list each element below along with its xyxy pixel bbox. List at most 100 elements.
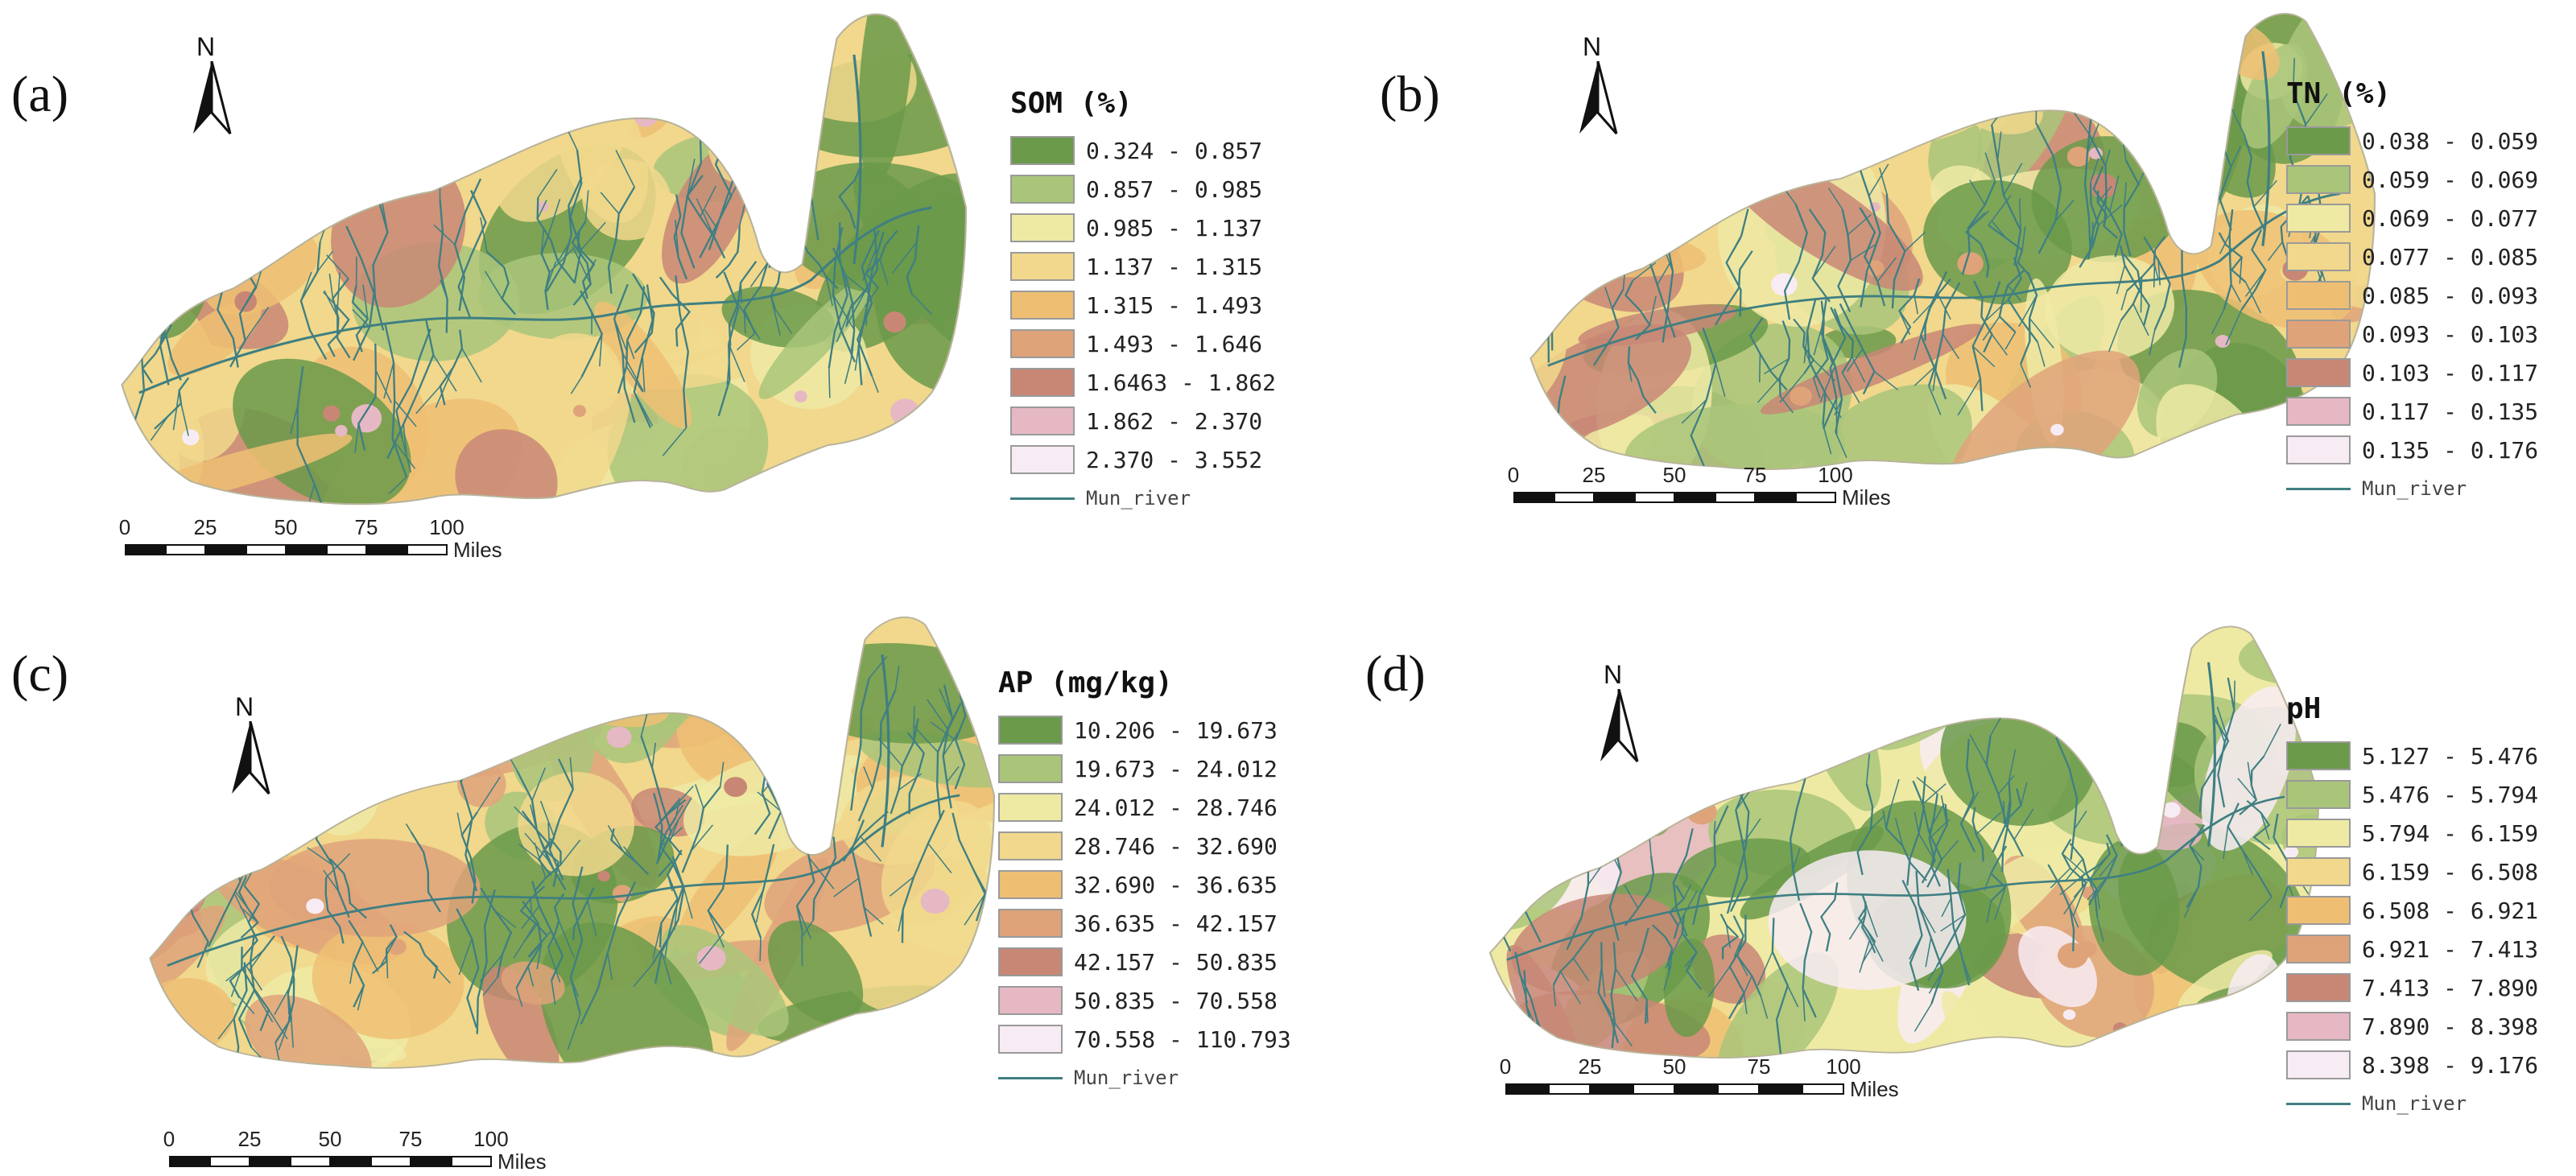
- map-basin: [149, 617, 996, 1069]
- legend-range: 42.157 - 50.835: [1074, 948, 1278, 976]
- legend-swatch: [2286, 397, 2351, 426]
- legend-swatch: [998, 870, 1063, 899]
- scale-segment: [1795, 492, 1836, 503]
- legend-swatch: [2286, 973, 2351, 1002]
- scale-segment: [370, 1156, 411, 1167]
- legend-swatch: [998, 716, 1063, 745]
- scale-segment: [326, 544, 367, 555]
- legend-range: 8.398 - 9.176: [2362, 1051, 2539, 1079]
- legend-item: 7.890 - 8.398: [2286, 1007, 2538, 1046]
- scale-segment: [1716, 1083, 1760, 1095]
- legend: pH 5.127 - 5.476 5.476 - 5.794 5.794 - 6.1…: [2286, 692, 2538, 1120]
- legend-swatch: [2286, 1012, 2351, 1041]
- legend-item: 19.673 - 24.012: [998, 749, 1291, 788]
- legend-item: 0.135 - 0.176: [2286, 431, 2538, 469]
- legend-swatch: [2286, 165, 2351, 194]
- scale-tick-label: 50: [318, 1127, 342, 1151]
- scale-segment: [1759, 1083, 1802, 1095]
- scale-segment: [330, 1156, 371, 1167]
- legend-range: 6.921 - 7.413: [2362, 935, 2539, 963]
- panel-a: (a) N SOM (%) 0.324 - 0.857 0.857 - 0.985…: [0, 0, 1288, 588]
- legend-river-label: Mun_river: [2362, 1092, 2467, 1115]
- panel-label: (c): [11, 645, 69, 702]
- legend-swatch: [1010, 136, 1075, 165]
- legend-range: 1.137 - 1.315: [1086, 253, 1263, 280]
- legend: TN (%) 0.038 - 0.059 0.059 - 0.069 0.069 -…: [2286, 77, 2538, 505]
- legend-range: 0.135 - 0.176: [2362, 436, 2539, 464]
- scale-tick-label: 0: [118, 515, 131, 539]
- panel-label: (a): [11, 65, 69, 122]
- scale-segment: [1715, 492, 1756, 503]
- legend-swatch: [2286, 780, 2351, 809]
- legend-range: 0.085 - 0.093: [2362, 282, 2539, 309]
- scale-segment: [1594, 492, 1635, 503]
- legend-swatch: [2286, 435, 2351, 464]
- legend-range: 28.746 - 32.690: [1074, 832, 1278, 860]
- legend-range: 70.558 - 110.793: [1074, 1025, 1291, 1053]
- legend-river: Mun_river: [2286, 472, 2538, 505]
- legend-item: 0.093 - 0.103: [2286, 315, 2538, 353]
- scale-bar: 0 25 50 75 100 Miles: [1508, 463, 1891, 510]
- legend-item: 8.398 - 9.176: [2286, 1046, 2538, 1084]
- legend-item: 0.324 - 0.857: [1010, 131, 1276, 170]
- scale-segment: [246, 544, 287, 555]
- legend-swatch: [998, 947, 1063, 976]
- legend-swatch: [2286, 857, 2351, 886]
- scale-segment: [1674, 1083, 1718, 1095]
- north-arrow-icon: N: [222, 692, 279, 797]
- legend-range: 50.835 - 70.558: [1074, 987, 1278, 1014]
- scale-segment: [286, 544, 327, 555]
- scale-tick-label: 100: [429, 515, 464, 539]
- legend-item: 0.857 - 0.985: [1010, 170, 1276, 208]
- legend-item: 0.059 - 0.069: [2286, 160, 2538, 199]
- legend-range: 0.059 - 0.069: [2362, 166, 2539, 193]
- legend-river: Mun_river: [998, 1062, 1291, 1094]
- scale-segment: [1590, 1083, 1633, 1095]
- scale-segment: [209, 1156, 250, 1167]
- legend-item: 42.157 - 50.835: [998, 943, 1291, 981]
- legend-range: 36.635 - 42.157: [1074, 910, 1278, 937]
- legend-swatch: [1010, 213, 1075, 242]
- legend-swatch: [1010, 368, 1075, 397]
- legend-item: 10.206 - 19.673: [998, 711, 1291, 749]
- legend-river: Mun_river: [2286, 1087, 2538, 1120]
- north-arrow-icon: N: [1591, 660, 1647, 765]
- north-label: N: [1583, 32, 1602, 61]
- legend-swatch: [1010, 175, 1075, 204]
- legend-range: 5.476 - 5.794: [2362, 781, 2539, 808]
- legend-swatch: [2286, 896, 2351, 925]
- panel-c: (c) N AP (mg/kg) 10.206 - 19.673 19.673 -…: [0, 588, 1291, 1175]
- scale-segment: [125, 544, 166, 555]
- scale-segment: [169, 1156, 210, 1167]
- north-arrow-icon: N: [184, 32, 240, 137]
- scale-unit: Miles: [497, 1149, 547, 1174]
- legend-item: 1.137 - 1.315: [1010, 247, 1276, 286]
- legend-item: 0.038 - 0.059: [2286, 122, 2538, 160]
- panel-b: (b) N TN (%) 0.038 - 0.059 0.059 - 0.069 0…: [1288, 0, 2576, 588]
- scale-tick-label: 100: [1818, 463, 1853, 487]
- legend-range: 0.038 - 0.059: [2362, 127, 2539, 155]
- legend-item: 0.085 - 0.093: [2286, 276, 2538, 315]
- legend-swatch: [2286, 126, 2351, 155]
- legend-swatch: [2286, 358, 2351, 387]
- legend-swatch: [998, 909, 1063, 938]
- legend-range: 0.069 - 0.077: [2362, 204, 2539, 232]
- legend-river-label: Mun_river: [1086, 487, 1191, 510]
- legend-swatch: [998, 986, 1063, 1015]
- north-label: N: [1604, 660, 1623, 689]
- legend-range: 0.077 - 0.085: [2362, 243, 2539, 270]
- scale-segment: [1632, 1083, 1675, 1095]
- legend-swatch: [2286, 819, 2351, 848]
- legend-item: 1.862 - 2.370: [1010, 402, 1276, 440]
- scale-tick-label: 0: [163, 1127, 175, 1151]
- scale-bar: 0 25 50 75 100 Miles: [163, 1127, 547, 1174]
- legend-item: 0.077 - 0.085: [2286, 237, 2538, 276]
- legend-item: 32.690 - 36.635: [998, 865, 1291, 904]
- legend-swatch: [1010, 252, 1075, 281]
- legend-item: 7.413 - 7.890: [2286, 968, 2538, 1007]
- legend-swatch: [1010, 406, 1075, 435]
- legend-item: 6.508 - 6.921: [2286, 891, 2538, 930]
- legend-range: 7.413 - 7.890: [2362, 974, 2539, 1001]
- legend-range: 7.890 - 8.398: [2362, 1013, 2539, 1040]
- legend-range: 1.315 - 1.493: [1086, 291, 1263, 319]
